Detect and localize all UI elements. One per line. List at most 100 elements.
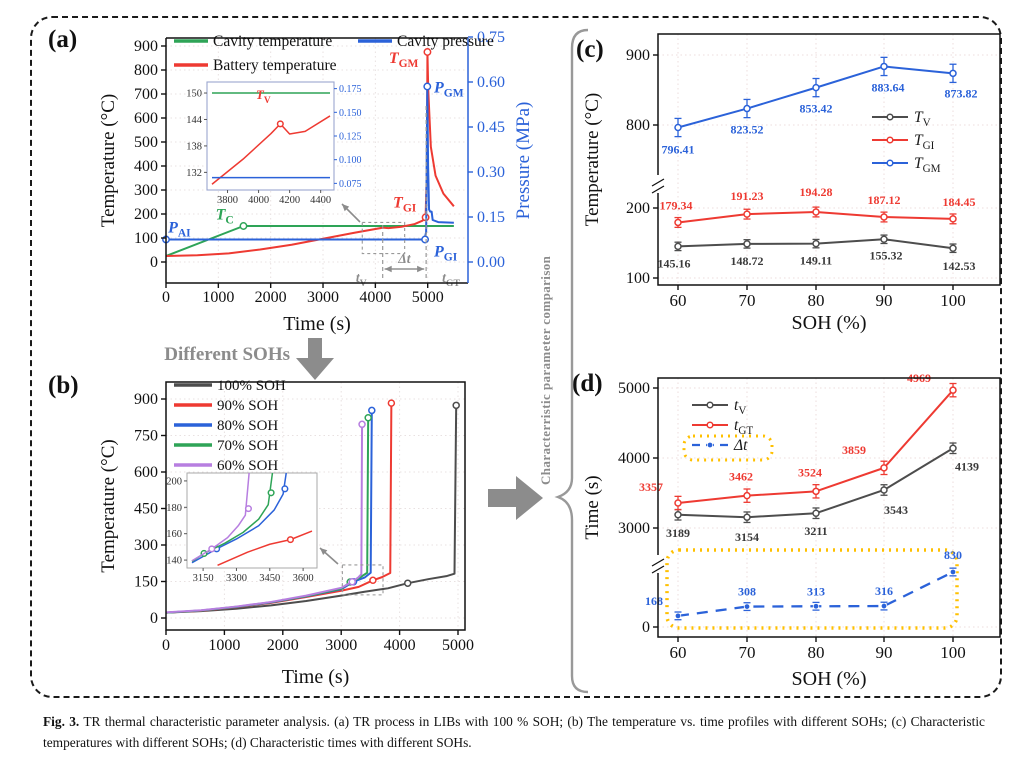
svg-text:TGM: TGM (914, 155, 941, 175)
svg-text:1000: 1000 (202, 289, 234, 306)
svg-text:60: 60 (670, 643, 687, 662)
svg-text:138: 138 (186, 141, 202, 152)
svg-text:0.75: 0.75 (477, 29, 505, 46)
svg-text:4000: 4000 (359, 289, 391, 306)
series (165, 399, 460, 614)
svg-text:0: 0 (162, 637, 170, 654)
svg-text:179.34: 179.34 (660, 198, 693, 212)
svg-text:70% SOH: 70% SOH (217, 438, 278, 454)
svg-text:300: 300 (134, 182, 158, 199)
svg-text:3462: 3462 (729, 470, 753, 484)
different-sohs-label: Different SOHs (164, 344, 290, 365)
svg-text:4000: 4000 (384, 637, 416, 654)
svg-text:3000: 3000 (307, 289, 339, 306)
svg-text:145.16: 145.16 (658, 256, 691, 270)
svg-text:TGI: TGI (914, 132, 935, 152)
svg-text:184.45: 184.45 (943, 195, 976, 209)
svg-text:853.42: 853.42 (800, 102, 833, 116)
svg-text:3600: 3600 (293, 573, 314, 584)
zoom-annotation (319, 547, 384, 596)
svg-text:4000: 4000 (618, 450, 650, 467)
svg-text:155.32: 155.32 (870, 248, 903, 262)
svg-text:3543: 3543 (884, 503, 908, 517)
svg-text:148.72: 148.72 (731, 254, 764, 268)
panel-d-label: (d) (572, 370, 603, 397)
svg-text:142.53: 142.53 (943, 259, 976, 273)
svg-text:0.60: 0.60 (477, 74, 505, 91)
svg-text:900: 900 (134, 391, 158, 408)
svg-text:TC: TC (216, 206, 234, 226)
svg-text:191.23: 191.23 (731, 189, 764, 203)
svg-text:308: 308 (738, 585, 756, 599)
figure-caption: Fig. 3. TR thermal characteristic parame… (43, 712, 985, 754)
svg-text:PAI: PAI (167, 220, 191, 240)
svg-text:100: 100 (134, 230, 158, 247)
svg-text:3300: 3300 (226, 573, 247, 584)
svg-text:830: 830 (944, 548, 962, 562)
svg-text:3800: 3800 (217, 195, 238, 206)
svg-text:0.00: 0.00 (477, 254, 505, 271)
svg-text:600: 600 (134, 110, 158, 127)
svg-text:Time (s): Time (s) (282, 666, 350, 688)
svg-text:100: 100 (940, 291, 966, 310)
axis-break (651, 555, 665, 574)
svg-text:150: 150 (134, 574, 158, 591)
panel-b-chart: 0 150 300 450 600 750 900 0 1000 2000 3000 4000 5000… (98, 378, 474, 688)
svg-text:4139: 4139 (955, 459, 979, 473)
svg-text:100: 100 (940, 643, 966, 662)
svg-text:PGI: PGI (433, 244, 458, 264)
svg-text:Battery temperature: Battery temperature (213, 57, 337, 74)
svg-text:90: 90 (876, 291, 893, 310)
svg-text:194.28: 194.28 (800, 185, 833, 199)
svg-text:4200: 4200 (279, 195, 300, 206)
panel-a-label: (a) (48, 26, 78, 53)
connector-vertical-label: Characterristic parameter comparison (538, 255, 553, 485)
svg-text:3000: 3000 (325, 637, 357, 654)
svg-text:Temperature (°C): Temperature (°C) (582, 93, 603, 226)
svg-text:Δt: Δt (733, 437, 748, 454)
svg-text:TV: TV (914, 109, 931, 129)
svg-text:80: 80 (808, 291, 825, 310)
svg-text:TV: TV (256, 87, 271, 106)
legend: Cavity temperature Battery temperature Cav… (174, 33, 494, 74)
svg-text:160: 160 (166, 529, 182, 540)
svg-text:5000: 5000 (412, 289, 444, 306)
svg-text:tV: tV (734, 397, 746, 417)
svg-text:PGM: PGM (433, 80, 464, 100)
svg-text:3357: 3357 (639, 480, 663, 494)
caption-fig-number: Fig. 3. (43, 714, 80, 729)
svg-text:144: 144 (186, 115, 203, 126)
svg-text:2000: 2000 (255, 289, 287, 306)
caption-text: TR thermal characteristic parameter anal… (43, 714, 985, 750)
svg-text:80% SOH: 80% SOH (217, 418, 278, 434)
svg-text:3154: 3154 (735, 530, 759, 544)
svg-text:SOH (%): SOH (%) (792, 312, 867, 334)
svg-text:600: 600 (134, 464, 158, 481)
svg-text:SOH (%): SOH (%) (792, 668, 867, 690)
svg-text:0: 0 (162, 289, 170, 306)
svg-text:750: 750 (134, 428, 158, 445)
annotations: TGM PGM TGI PGI PAI TC (167, 50, 464, 264)
panel-b-label: (b) (48, 372, 79, 399)
svg-text:Δt: Δt (397, 251, 411, 266)
svg-text:0.150: 0.150 (339, 108, 362, 119)
svg-text:3211: 3211 (804, 524, 827, 538)
down-arrow-icon (296, 338, 334, 380)
svg-text:796.41: 796.41 (662, 143, 695, 157)
inset: 132 138 144 150 3800 4000 4200 4400 0.075 0.100 0.… (186, 81, 362, 206)
svg-text:2000: 2000 (267, 637, 299, 654)
svg-text:3450: 3450 (259, 573, 280, 584)
svg-text:200: 200 (166, 476, 182, 487)
svg-text:60% SOH: 60% SOH (217, 458, 278, 474)
svg-text:3000: 3000 (618, 520, 650, 537)
svg-text:873.82: 873.82 (945, 86, 978, 100)
svg-text:140: 140 (166, 556, 182, 567)
svg-text:90% SOH: 90% SOH (217, 398, 278, 414)
svg-text:4000: 4000 (248, 195, 269, 206)
svg-text:883.64: 883.64 (872, 80, 905, 94)
svg-text:800: 800 (134, 62, 158, 79)
svg-text:0.45: 0.45 (477, 119, 505, 136)
